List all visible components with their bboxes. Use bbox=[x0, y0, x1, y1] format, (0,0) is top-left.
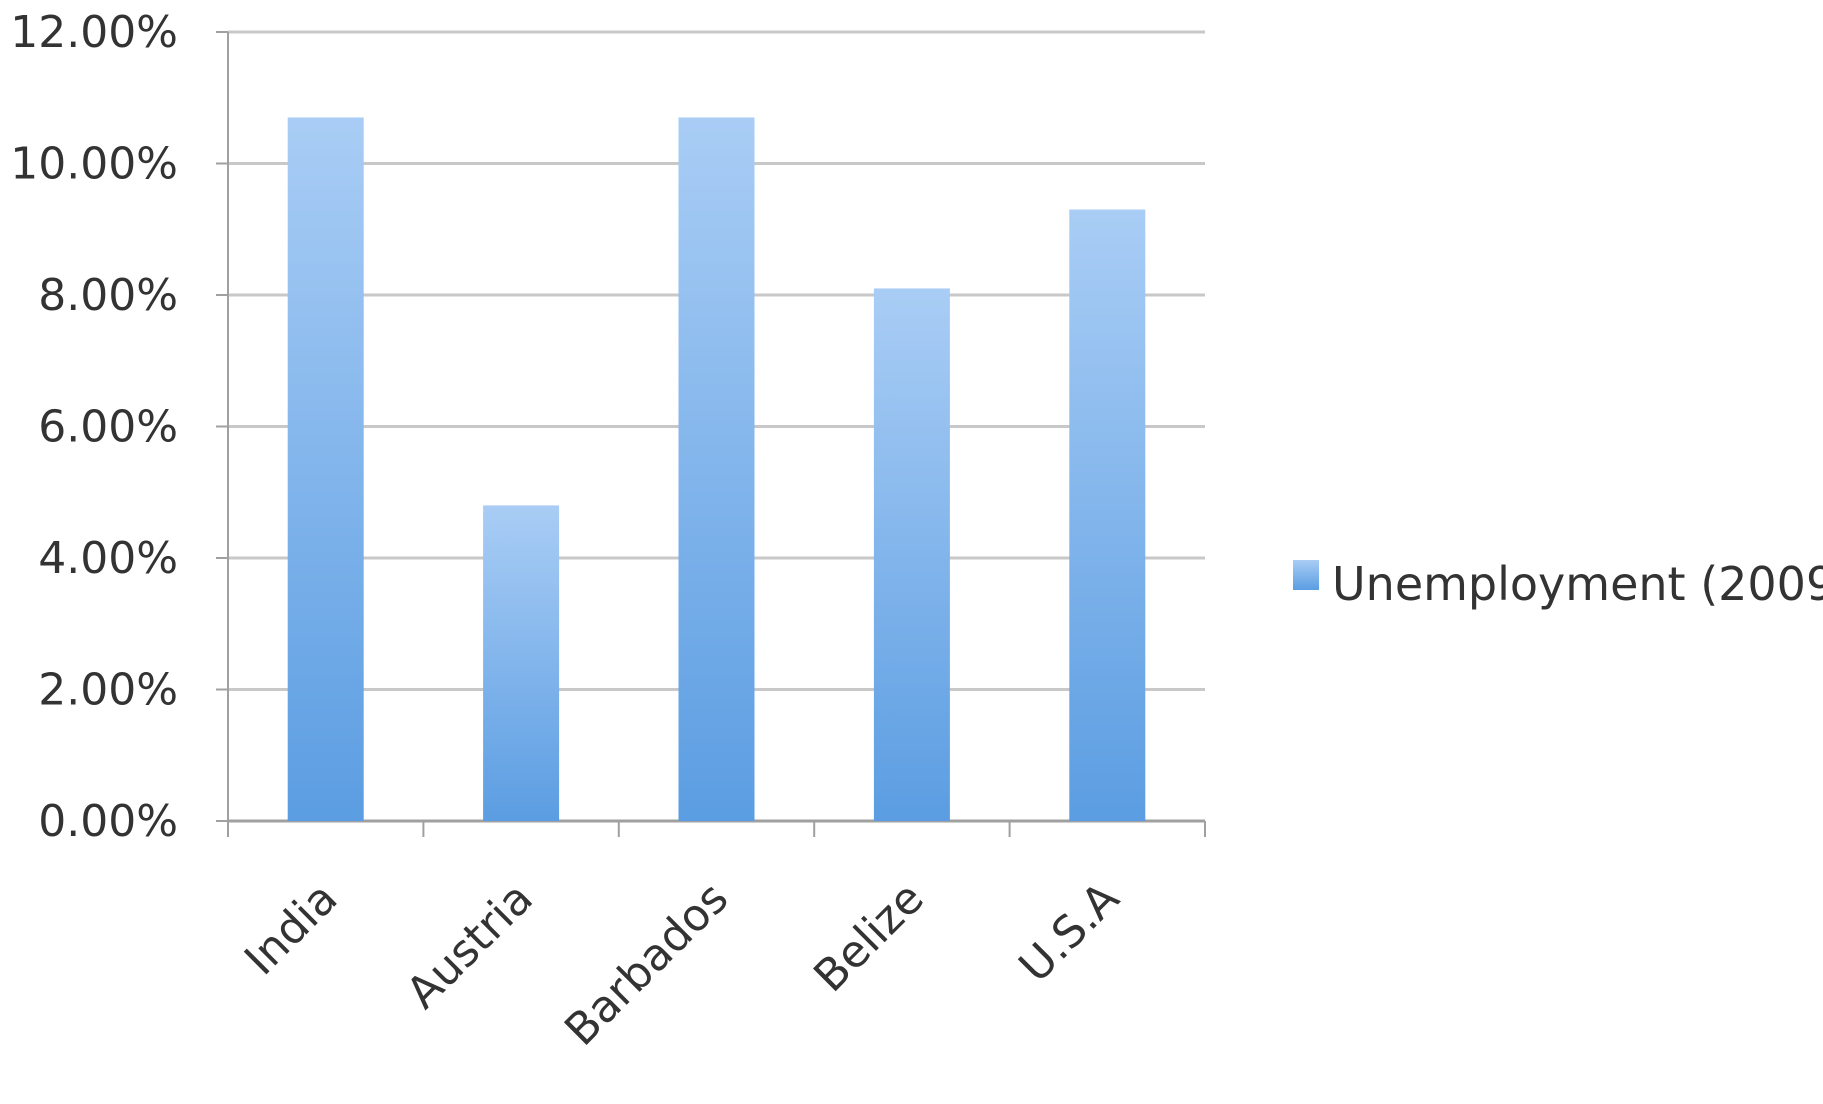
y-tick-label: 2.00% bbox=[38, 665, 178, 716]
y-tick-label: 8.00% bbox=[38, 270, 178, 321]
bars bbox=[287, 117, 1146, 822]
x-tick-label: India bbox=[235, 873, 347, 985]
legend-swatch bbox=[1293, 560, 1319, 590]
x-tick-label: Belize bbox=[804, 873, 933, 1002]
bar-u-s-a bbox=[1069, 209, 1146, 821]
bar-india bbox=[287, 117, 364, 822]
y-tick-label: 6.00% bbox=[38, 402, 178, 453]
y-tick-label: 0.00% bbox=[38, 796, 178, 847]
legend: Unemployment (2009) bbox=[1293, 557, 1823, 611]
bar-belize bbox=[873, 288, 950, 821]
y-tick-label: 10.00% bbox=[10, 139, 178, 190]
y-tick-label: 4.00% bbox=[38, 533, 178, 584]
x-tick-labels: India Austria Barbados Belize U.S.A bbox=[235, 873, 1129, 1056]
x-tick-label: U.S.A bbox=[1009, 873, 1129, 993]
x-tick-label: Austria bbox=[397, 873, 543, 1019]
x-axis bbox=[227, 819, 1206, 837]
legend-label: Unemployment (2009) bbox=[1332, 557, 1823, 611]
y-tick-label: 12.00% bbox=[10, 7, 178, 58]
bar-barbados bbox=[678, 117, 755, 822]
y-axis: 0.00% 2.00% 4.00% 6.00% 8.00% 10.00% 12.00% bbox=[10, 7, 229, 847]
x-tick-label: Barbados bbox=[555, 873, 738, 1056]
bar-austria bbox=[483, 505, 560, 821]
